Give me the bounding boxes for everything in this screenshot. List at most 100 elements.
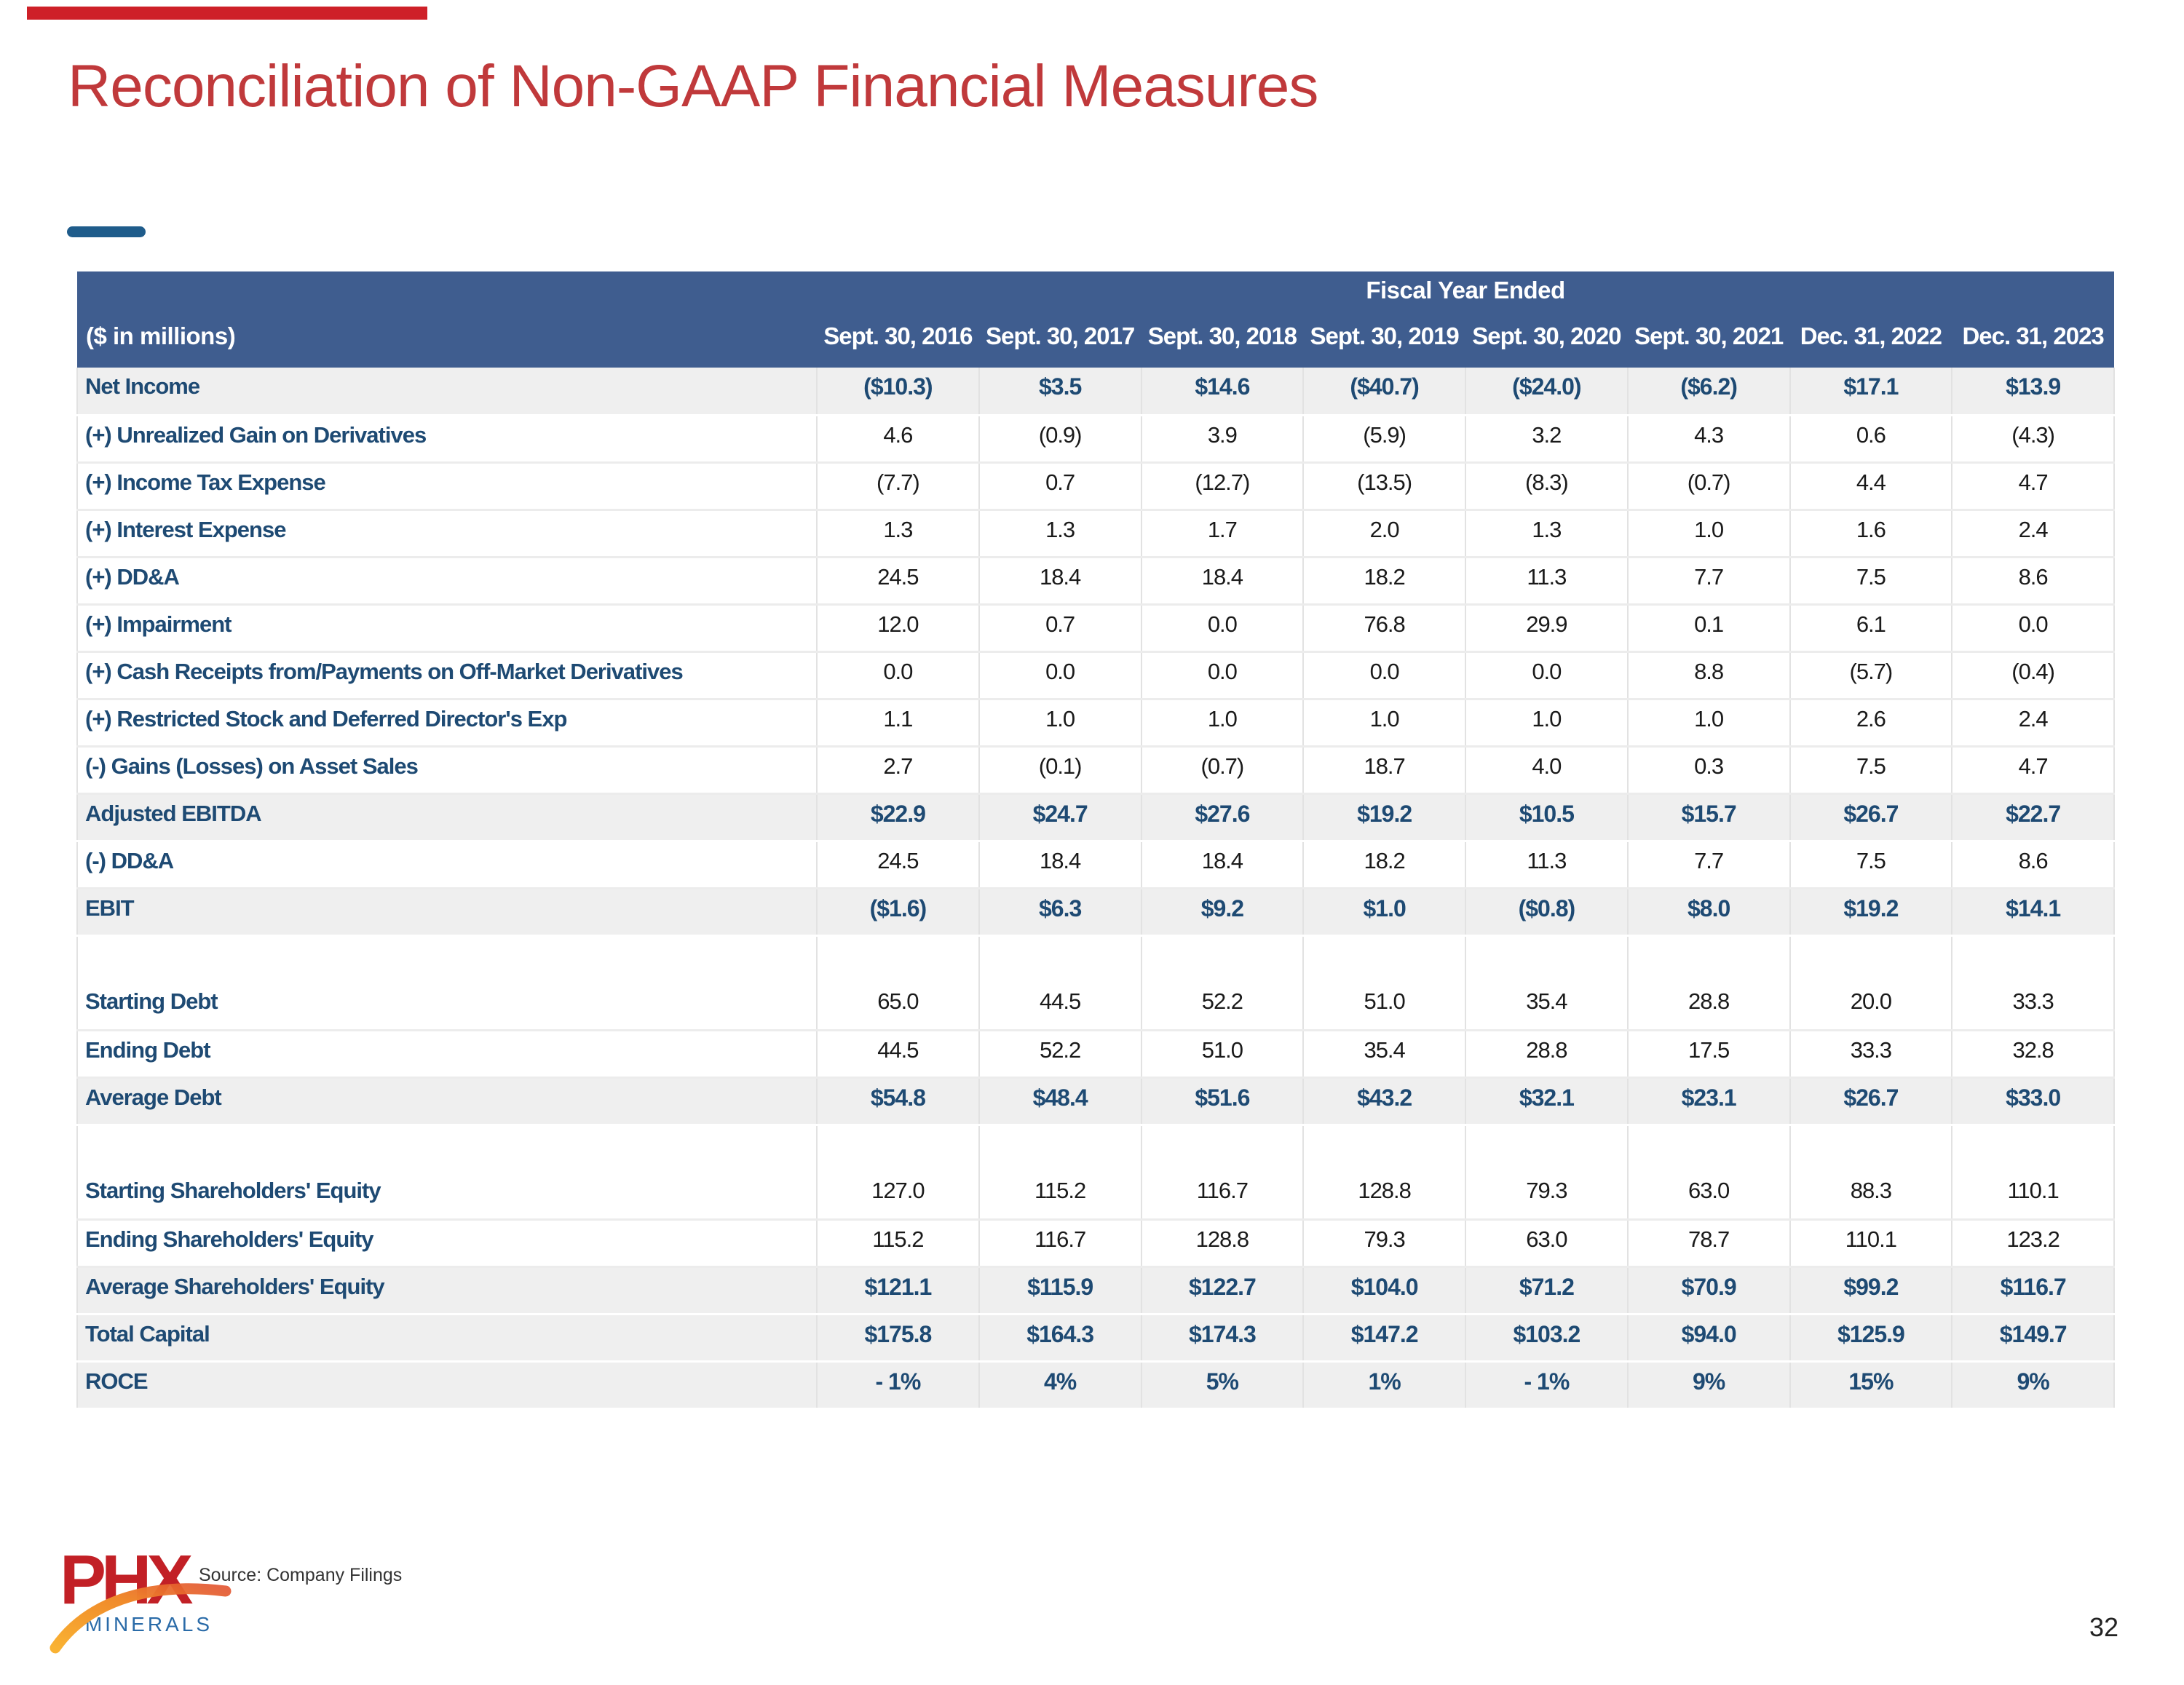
table-cell (1789, 1125, 1953, 1172)
header-corner-cell (77, 271, 817, 305)
table-cell: 115.2 (978, 1172, 1142, 1221)
table-cell: $26.7 (1789, 1077, 1953, 1126)
table-cell: $26.7 (1789, 793, 1953, 842)
table-cell: 127.0 (817, 1172, 980, 1221)
table-row: EBIT ($1.6) $6.3 $9.2 $1.0 ($0.8) $8.0 $19.2 $14… (76, 888, 2115, 937)
table-cell: 65.0 (817, 983, 980, 1031)
table-cell: 0.0 (1141, 651, 1305, 700)
page-number: 32 (2089, 1612, 2118, 1642)
table-cell (1141, 1125, 1305, 1172)
table-cell (1141, 935, 1305, 983)
table-cell: 5% (1141, 1361, 1305, 1410)
table-cell: $33.0 (1952, 1077, 2115, 1126)
table-cell: 4.7 (1952, 462, 2115, 511)
column-header: Sept. 30, 2021 (1627, 305, 1790, 368)
table-cell: 128.8 (1303, 1172, 1466, 1221)
table-cell: 1.3 (817, 510, 980, 558)
table-cell: 0.0 (1952, 604, 2115, 653)
table-cell: $13.9 (1952, 368, 2115, 416)
table-cell: 51.0 (1303, 983, 1466, 1031)
table-cell: $22.7 (1952, 793, 2115, 842)
table-cell: 0.0 (1141, 604, 1305, 653)
table-cell: 3.2 (1465, 415, 1629, 464)
table-cell: 79.3 (1303, 1219, 1466, 1268)
row-label: Ending Debt (76, 1030, 818, 1079)
table-cell: 79.3 (1465, 1172, 1629, 1221)
table-cell: 1.3 (978, 510, 1142, 558)
table-cell: $23.1 (1627, 1077, 1791, 1126)
row-label: (+) Interest Expense (76, 510, 818, 558)
table-cell: 0.1 (1627, 604, 1791, 653)
table-cell: 18.4 (1141, 557, 1305, 606)
table-row: Ending Shareholders' Equity 115.2 116.7 128… (76, 1219, 2115, 1268)
table-cell: 4.7 (1952, 746, 2115, 795)
table-row: (+) Interest Expense 1.3 1.3 1.7 2.0 1.3 1.0 1.… (76, 510, 2115, 558)
table-cell: $24.7 (978, 793, 1142, 842)
table-cell: (5.9) (1303, 415, 1466, 464)
table-cell: 1.0 (1465, 699, 1629, 748)
table-cell: 18.4 (1141, 841, 1305, 889)
table-row: (+) Income Tax Expense (7.7) 0.7 (12.7) (13.… (76, 462, 2115, 511)
table-row: Net Income ($10.3) $3.5 $14.6 ($40.7) ($24.0)… (76, 368, 2115, 416)
title-underline-dash (67, 226, 146, 237)
table-cell: $116.7 (1952, 1266, 2115, 1315)
table-cell: 1.0 (1141, 699, 1305, 748)
table-cell (1303, 1125, 1466, 1172)
row-label (76, 935, 818, 983)
table-cell: 1.6 (1789, 510, 1953, 558)
table-cell: $8.0 (1627, 888, 1791, 937)
table-cell: $19.2 (1789, 888, 1953, 937)
table-cell: 63.0 (1627, 1172, 1791, 1221)
column-header-row: ($ in millions) Sept. 30, 2016 Sept. 30, … (77, 305, 2114, 368)
table-cell: 9% (1952, 1361, 2115, 1410)
column-header: Dec. 31, 2023 (1952, 305, 2114, 368)
table-cell: 2.7 (817, 746, 980, 795)
table-cell (1303, 935, 1466, 983)
table-cell: ($24.0) (1465, 368, 1629, 416)
table-cell (1952, 1125, 2115, 1172)
table-cell: $164.3 (978, 1314, 1142, 1363)
row-label: Total Capital (76, 1314, 818, 1363)
table-cell: 7.7 (1627, 841, 1791, 889)
row-label: Ending Shareholders' Equity (76, 1219, 818, 1268)
table-cell (817, 1125, 980, 1172)
table-cell: 110.1 (1789, 1219, 1953, 1268)
table-cell: 52.2 (978, 1030, 1142, 1079)
table-cell: 33.3 (1789, 1030, 1953, 1079)
table-cell: $71.2 (1465, 1266, 1629, 1315)
table-cell: $103.2 (1465, 1314, 1629, 1363)
table-cell: (4.3) (1952, 415, 2115, 464)
table-cell: 123.2 (1952, 1219, 2115, 1268)
table-cell: ($40.7) (1303, 368, 1466, 416)
table-cell: 1% (1303, 1361, 1466, 1410)
table-cell: 44.5 (978, 983, 1142, 1031)
table-row: ROCE - 1% 4% 5% 1% - 1% 9% 15% 9% (76, 1361, 2115, 1410)
table-cell: 0.0 (817, 651, 980, 700)
table-cell: ($6.2) (1627, 368, 1791, 416)
row-label: Adjusted EBITDA (76, 793, 818, 842)
spacer-row (76, 1125, 2115, 1172)
financial-table: Fiscal Year Ended ($ in millions) Sept. … (76, 271, 2115, 1410)
column-header: Sept. 30, 2016 (817, 305, 979, 368)
table-cell: 0.3 (1627, 746, 1791, 795)
table-cell (1952, 935, 2115, 983)
table-cell: 0.7 (978, 462, 1142, 511)
table-cell: 4.0 (1465, 746, 1629, 795)
table-cell: 8.8 (1627, 651, 1791, 700)
top-accent-bar (27, 7, 427, 20)
table-cell: (0.1) (978, 746, 1142, 795)
table-row: Average Shareholders' Equity $121.1 $115.9… (76, 1266, 2115, 1315)
table-row: Adjusted EBITDA $22.9 $24.7 $27.6 $19.2 $10.5… (76, 793, 2115, 842)
group-header-row: Fiscal Year Ended (77, 271, 2114, 305)
table-cell: $27.6 (1141, 793, 1305, 842)
table-cell: 51.0 (1141, 1030, 1305, 1079)
table-cell: $10.5 (1465, 793, 1629, 842)
financial-table-container: Fiscal Year Ended ($ in millions) Sept. … (76, 271, 2115, 1410)
table-cell: $3.5 (978, 368, 1142, 416)
row-label: Starting Debt (76, 983, 818, 1031)
table-cell (978, 935, 1142, 983)
table-cell: 4.3 (1627, 415, 1791, 464)
table-cell: 35.4 (1465, 983, 1629, 1031)
table-cell: 28.8 (1627, 983, 1791, 1031)
table-cell: 20.0 (1789, 983, 1953, 1031)
